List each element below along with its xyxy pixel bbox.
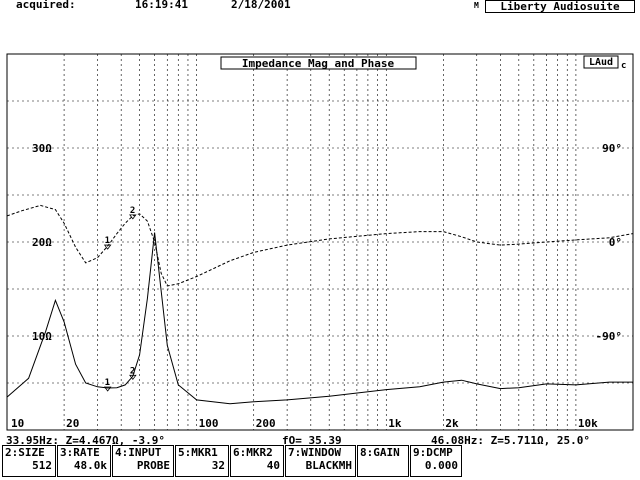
logo-text: LAud xyxy=(589,57,613,68)
fkey-label: 8:GAIN xyxy=(360,446,400,459)
fkey-dcmp[interactable]: 9:DCMP 0.000 xyxy=(410,445,462,477)
plot-svg: 30Ω 20Ω 10Ω 90° 0° -90° 10 20 100 200 1k 2k 10k Impe… xyxy=(6,53,634,431)
tick-labels: 30Ω 20Ω 10Ω 90° 0° -90° 10 20 100 200 1k 2k 10k xyxy=(11,142,622,430)
fkey-value: 0.000 xyxy=(424,459,458,472)
acquired-label: acquired: xyxy=(16,0,76,11)
marker-triangle xyxy=(103,386,112,392)
fkey-size[interactable]: 2:SIZE 512 xyxy=(2,445,56,477)
fkey-mkr1[interactable]: 5:MKR1 32 xyxy=(175,445,229,477)
acquired-date: 2/18/2001 xyxy=(231,0,291,11)
status-marker2: 46.08Hz: Z=5.711Ω, 25.0° xyxy=(431,434,590,447)
marker-label-2: 2 xyxy=(130,206,135,216)
fkey-gain[interactable]: 8:GAIN xyxy=(357,445,409,477)
marker-label-2: 2 xyxy=(130,366,135,376)
fkey-label: 4:INPUT xyxy=(115,446,162,459)
fkey-window[interactable]: 7:WINDOW BLACKMH xyxy=(285,445,356,477)
x-tick: 100 xyxy=(199,417,219,430)
y-tick-left: 10Ω xyxy=(32,330,52,343)
y-tick-left: 20Ω xyxy=(32,236,52,249)
x-tick: 10k xyxy=(578,417,598,430)
magnitude-trace xyxy=(6,232,633,405)
fkey-label: 3:RATE xyxy=(60,446,100,459)
fkey-value: 40 xyxy=(266,459,280,472)
x-tick: 2k xyxy=(445,417,459,430)
fkey-label: 5:MKR1 xyxy=(178,446,218,459)
y-tick-left: 30Ω xyxy=(32,142,52,155)
fkey-input[interactable]: 4:INPUT PROBE xyxy=(112,445,174,477)
fkey-value: BLACKMH xyxy=(305,459,352,472)
impedance-plot[interactable]: 30Ω 20Ω 10Ω 90° 0° -90° 10 20 100 200 1k 2k 10k Impe… xyxy=(0,50,640,434)
y-tick-right: 90° xyxy=(602,142,622,155)
y-tick-right: -90° xyxy=(596,330,623,343)
plot-frame xyxy=(6,53,634,431)
brand-prefix: M xyxy=(474,1,479,10)
series-group xyxy=(6,204,634,405)
status-resonance: fO= 35.39 xyxy=(282,434,342,447)
marker-triangle xyxy=(129,374,137,380)
fkey-value: PROBE xyxy=(136,459,170,472)
plot-title-box xyxy=(220,56,417,70)
y-tick-right: 0° xyxy=(609,236,622,249)
fkey-rate[interactable]: 3:RATE 48.0k xyxy=(57,445,111,477)
x-tick: 200 xyxy=(256,417,276,430)
x-tick: 1k xyxy=(388,417,402,430)
acquired-time: 16:19:41 xyxy=(135,0,188,11)
x-tick: 20 xyxy=(66,417,79,430)
logo-box xyxy=(583,55,619,69)
phase-trace xyxy=(6,204,634,287)
plot-title: Impedance Mag and Phase xyxy=(242,57,395,70)
brand-title: Liberty Audiosuite xyxy=(485,0,635,13)
marker-triangle xyxy=(129,214,137,220)
marker-triangle xyxy=(103,244,112,250)
fkey-value: 32 xyxy=(211,459,225,472)
markers: 1 1 2 2 xyxy=(103,206,137,392)
marker-label-1: 1 xyxy=(105,378,110,388)
fkey-value: 48.0k xyxy=(73,459,107,472)
grid-lines xyxy=(7,54,633,430)
fkey-mkr2[interactable]: 6:MKR2 40 xyxy=(230,445,284,477)
fkey-label: 9:DCMP xyxy=(413,446,453,459)
fkey-label: 7:WINDOW xyxy=(288,446,341,459)
logo-suffix: c xyxy=(621,61,626,71)
fkey-label: 6:MKR2 xyxy=(233,446,273,459)
fkey-label: 2:SIZE xyxy=(5,446,45,459)
x-tick: 10 xyxy=(11,417,24,430)
marker-label-1: 1 xyxy=(105,236,110,246)
status-marker1: 33.95Hz: Z=4.467Ω, -3.9° xyxy=(6,434,165,447)
fkey-value: 512 xyxy=(32,459,52,472)
